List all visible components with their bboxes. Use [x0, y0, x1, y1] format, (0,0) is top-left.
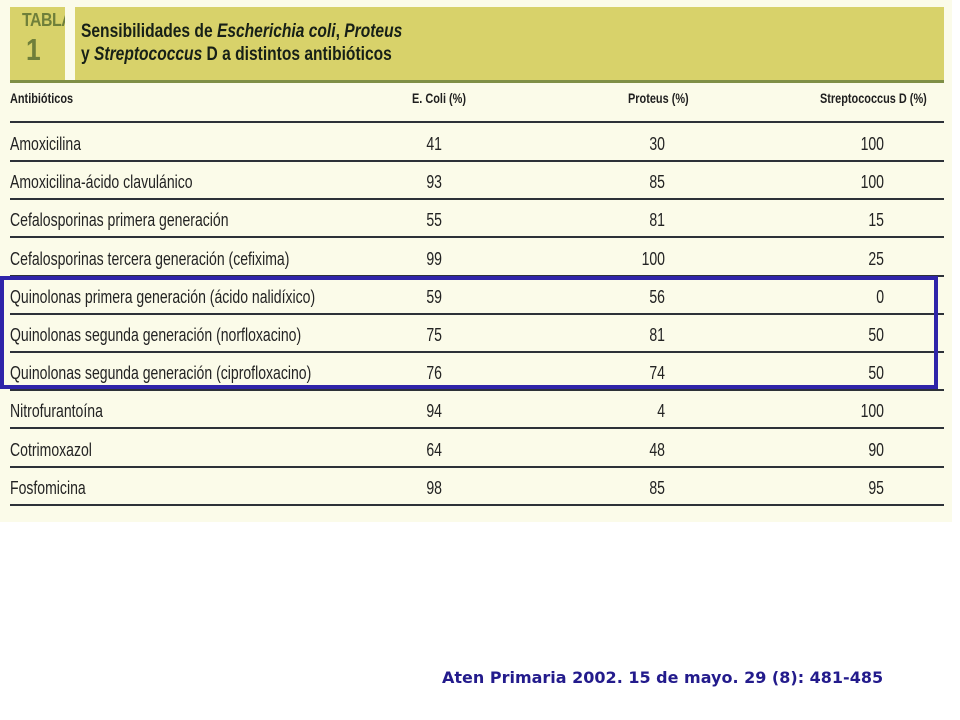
antibiotic-name: Cefalosporinas tercera generación (cefix… — [10, 248, 290, 269]
ecoli-value: 59 — [426, 286, 442, 307]
proteus-value: 74 — [649, 363, 665, 384]
streptococcus-value: 90 — [868, 439, 884, 460]
title-part: y — [81, 44, 95, 65]
streptococcus-value: 100 — [860, 134, 884, 154]
table-row: Quinolonas primera generación (ácido nal… — [10, 276, 944, 315]
antibiotic-name: Amoxicilina-ácido clavulánico — [10, 172, 193, 193]
ecoli-value: 55 — [426, 210, 442, 231]
column-header-streptococcus: Streptococcus D (%) — [820, 90, 927, 106]
quinolones-highlight-box — [0, 276, 938, 389]
ecoli-value: 98 — [426, 477, 442, 498]
streptococcus-value: 15 — [868, 210, 884, 231]
antibiotic-name: Fosfomicina — [10, 477, 86, 498]
column-header-ecoli: E. Coli (%) — [412, 90, 467, 106]
ecoli-value: 75 — [426, 325, 442, 345]
title-part: D a distintos antibióticos — [202, 44, 392, 65]
title-part: Proteus — [344, 21, 403, 42]
streptococcus-value: 100 — [860, 401, 884, 422]
antibiotic-name: Quinolonas segunda generación (ciproflox… — [10, 363, 312, 384]
streptococcus-value: 95 — [868, 477, 884, 498]
proteus-value: 48 — [649, 439, 665, 460]
streptococcus-value: 100 — [860, 172, 884, 193]
proteus-value: 56 — [649, 286, 665, 307]
table-row: Amoxicilina 41 30 100 — [10, 123, 944, 162]
title-part: Escherichia coli — [216, 21, 336, 42]
table-row: Nitrofurantoína 94 4 100 — [10, 390, 944, 430]
ecoli-value: 76 — [426, 363, 442, 384]
antibiotic-name: Cefalosporinas primera generación — [10, 210, 229, 231]
title-part: Streptococcus — [94, 44, 203, 65]
ecoli-value: 99 — [426, 248, 442, 269]
proteus-value: 81 — [649, 210, 665, 231]
proteus-value: 81 — [649, 325, 665, 345]
antibiotic-name: Nitrofurantoína — [10, 401, 103, 422]
title-part: Sensibilidades de — [81, 21, 217, 42]
column-header-antibiotics: Antibióticos — [10, 90, 74, 106]
ecoli-value: 64 — [426, 439, 442, 460]
table-label: TABLA — [22, 10, 73, 30]
antibiotic-name: Amoxicilina — [10, 134, 82, 154]
table-title: Sensibilidades de Escherichia coli, Prot… — [81, 20, 402, 66]
antibiotic-name: Cotrimoxazol — [10, 439, 92, 460]
streptococcus-value: 0 — [876, 286, 884, 307]
table-top-rule — [10, 121, 944, 123]
proteus-value: 100 — [641, 248, 665, 269]
column-header-proteus: Proteus (%) — [628, 90, 689, 106]
header-divider — [65, 7, 75, 80]
ecoli-value: 94 — [426, 401, 442, 422]
proteus-value: 85 — [649, 477, 665, 498]
streptococcus-value: 50 — [868, 363, 884, 384]
antibiotic-name: Quinolonas primera generación (ácido nal… — [10, 286, 316, 307]
ecoli-value: 93 — [426, 172, 442, 193]
table-row: Quinolonas segunda generación (ciproflox… — [10, 352, 944, 392]
table-number: 1 — [26, 32, 41, 67]
table-row: Cotrimoxazol 64 48 90 — [10, 429, 944, 468]
proteus-value: 30 — [649, 134, 665, 154]
table-row: Cefalosporinas tercera generación (cefix… — [10, 238, 944, 277]
table-panel: TABLA 1 Sensibilidades de Escherichia co… — [0, 0, 952, 522]
streptococcus-value: 25 — [868, 248, 884, 269]
title-part: , — [335, 21, 345, 42]
table-row: Fosfomicina 98 85 95 — [10, 467, 944, 506]
citation: Aten Primaria 2002. 15 de mayo. 29 (8): … — [442, 668, 884, 687]
table-row: Cefalosporinas primera generación 55 81 15 — [10, 199, 944, 239]
antibiotic-name: Quinolonas segunda generación (norfloxac… — [10, 325, 302, 345]
streptococcus-value: 50 — [868, 325, 884, 345]
table-header-band: TABLA 1 Sensibilidades de Escherichia co… — [10, 7, 944, 83]
proteus-value: 85 — [649, 172, 665, 193]
ecoli-value: 41 — [426, 134, 442, 154]
table-row: Amoxicilina-ácido clavulánico 93 85 100 — [10, 161, 944, 201]
table-row: Quinolonas segunda generación (norfloxac… — [10, 314, 944, 353]
proteus-value: 4 — [657, 401, 665, 422]
